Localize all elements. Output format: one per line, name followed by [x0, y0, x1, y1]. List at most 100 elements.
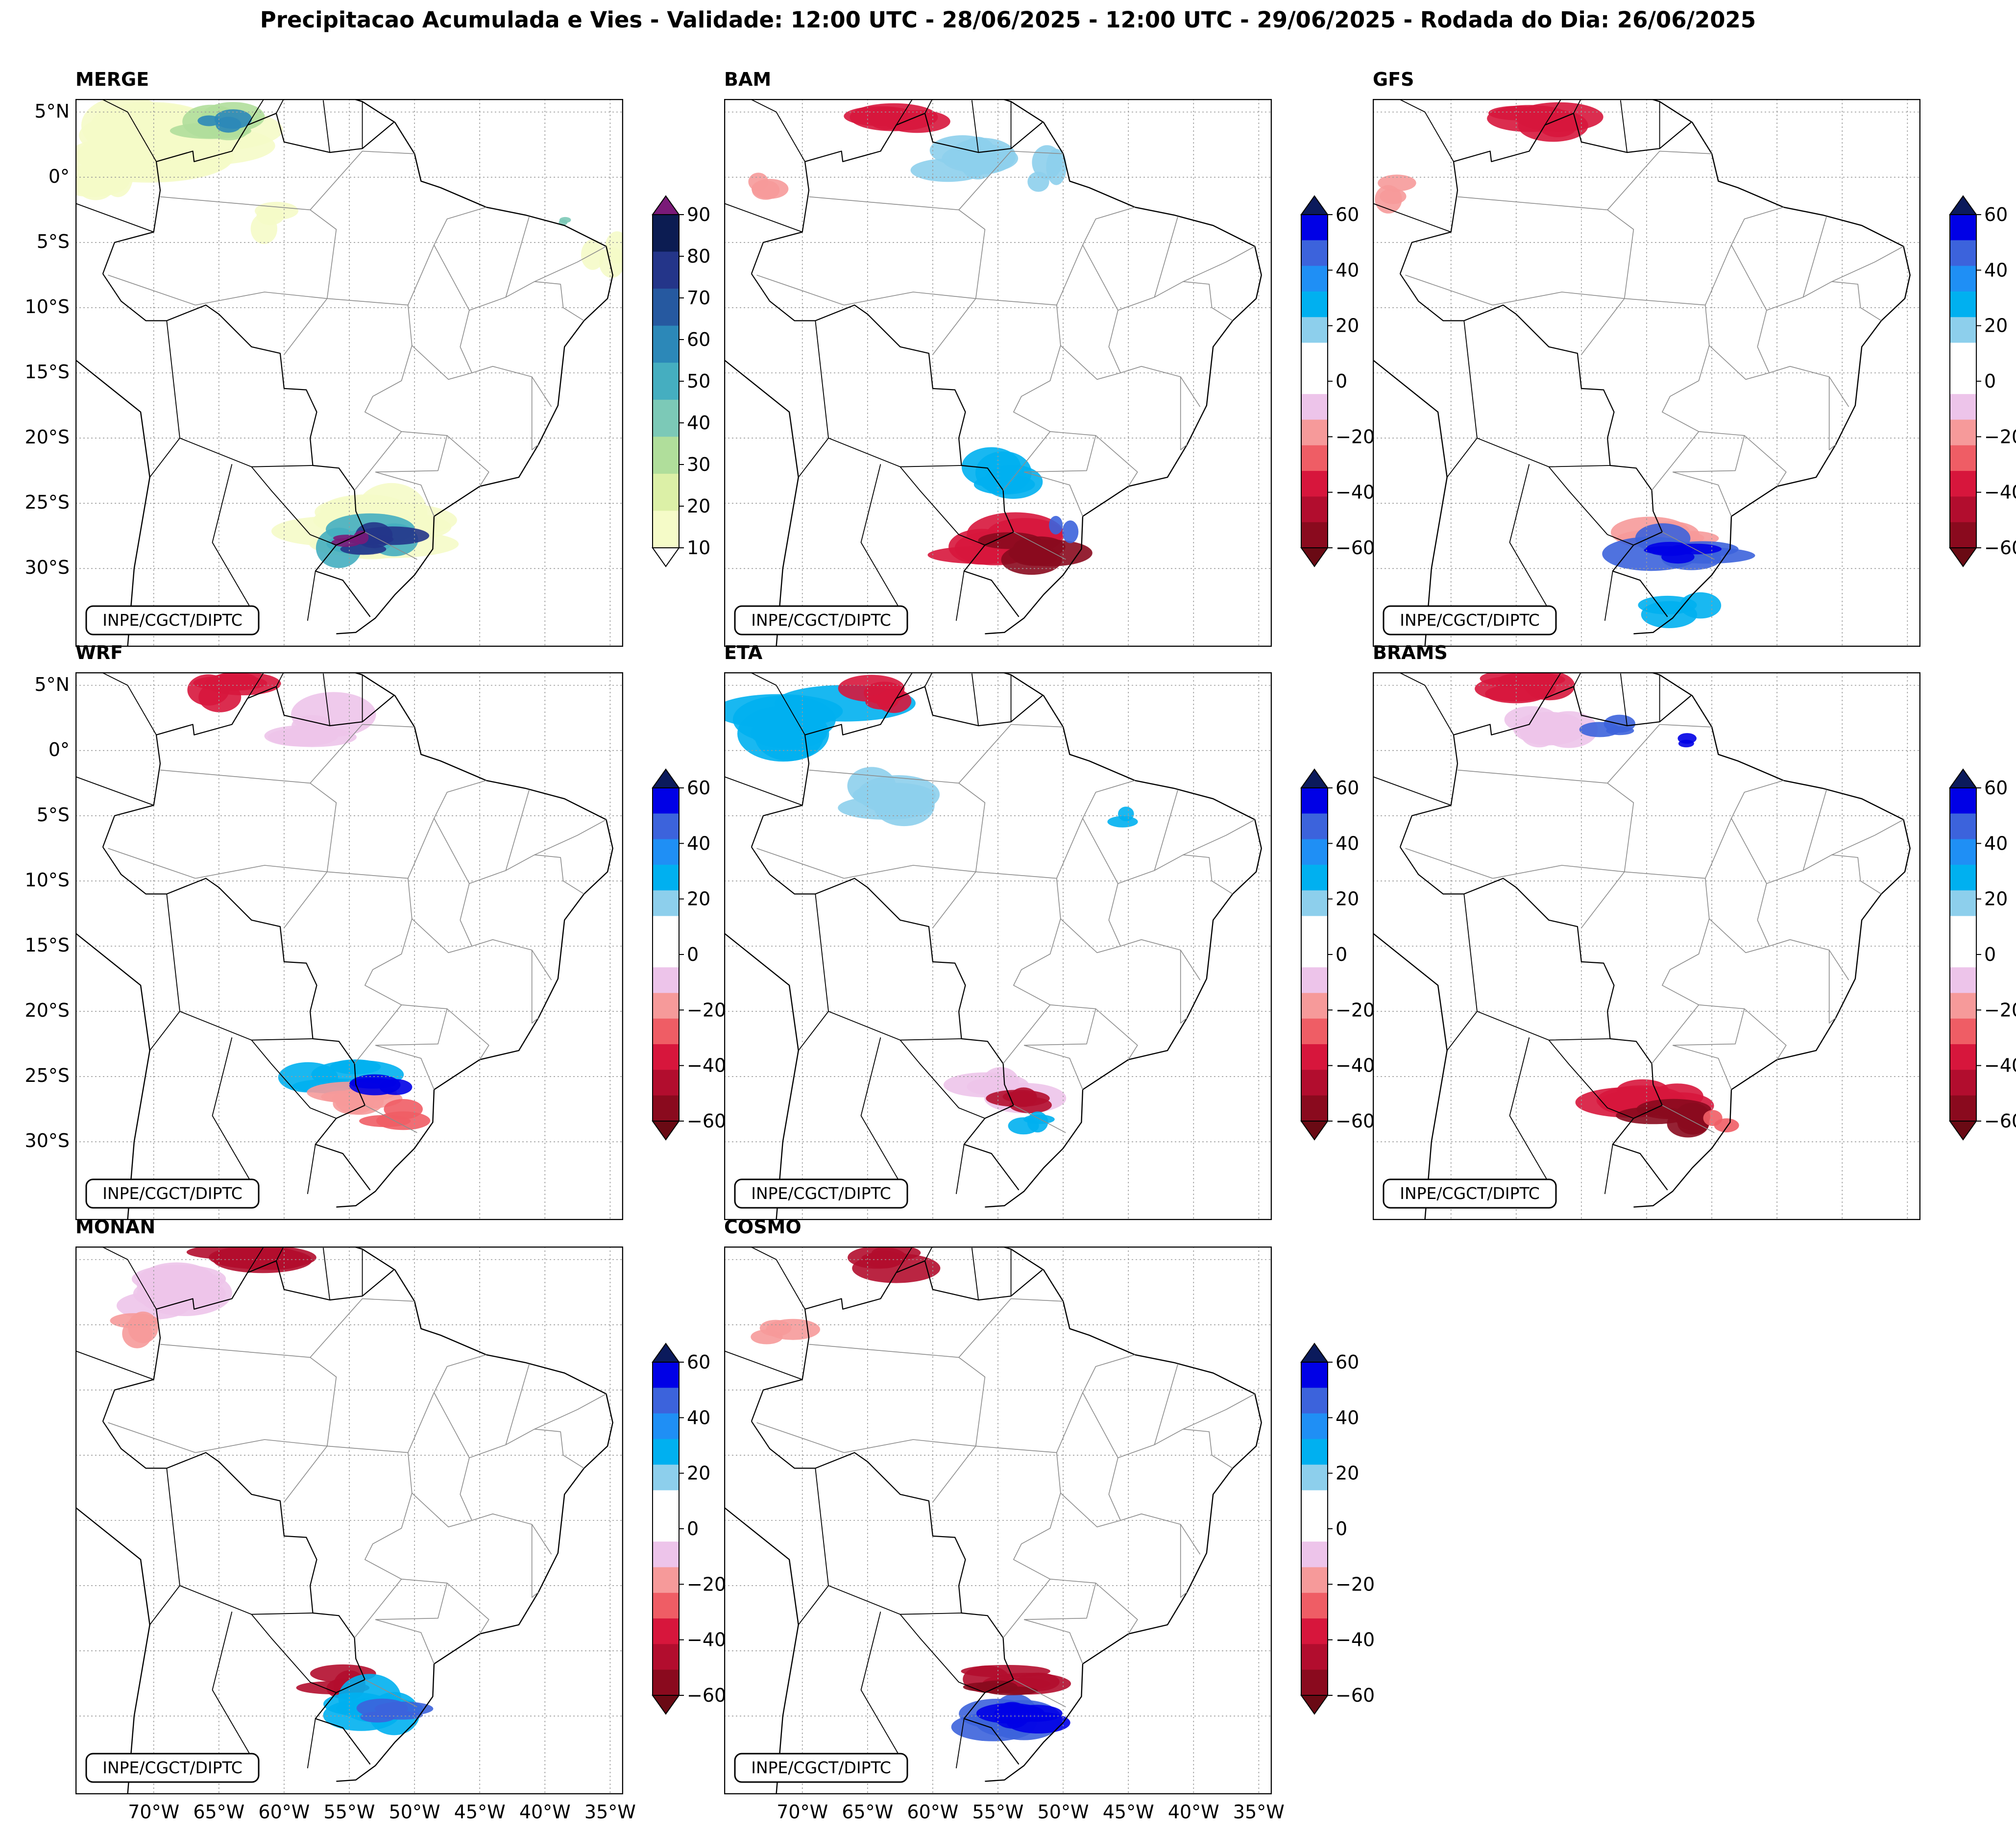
- lon-tick-label: 55°W: [972, 1801, 1024, 1823]
- lon-tick-label: 40°W: [1167, 1801, 1219, 1823]
- lat-tick-label: 10°S: [24, 295, 70, 318]
- boundaries: [75, 672, 613, 1220]
- boundaries: [1373, 99, 1911, 647]
- boundaries: [1373, 672, 1911, 1220]
- colorbar-tick: 0: [1336, 370, 1347, 392]
- colorbar-tick: 40: [1984, 259, 2008, 281]
- lat-tick-label: 0°: [48, 165, 70, 187]
- colorbar-tick: 0: [1984, 370, 1996, 392]
- colorbar-tick: 60: [1984, 777, 2008, 799]
- colorbar-tick: 20: [1336, 315, 1359, 337]
- map-panel-monan: MONAN INPE/CGCT/DIPTC 60 40 20 0 −20 −40 −60 70°W…: [75, 1216, 726, 1823]
- map-canvas: INPE/CGCT/DIPTC: [724, 1247, 1272, 1794]
- credit-text: INPE/CGCT/DIPTC: [1400, 1184, 1540, 1203]
- colorbar-tick: −20: [1984, 999, 2016, 1021]
- colorbar-tick: −40: [1984, 1055, 2016, 1076]
- map-canvas: INPE/CGCT/DIPTC: [75, 99, 623, 647]
- map-panel-wrf: WRF INPE/CGCT/DIPTC 60 40 20 0 −20 −40 −60 5°N 0° 5…: [25, 642, 726, 1220]
- graticule: [724, 99, 1272, 647]
- lat-tick-label: 0°: [48, 738, 70, 760]
- lon-tick-label: 70°W: [777, 1801, 828, 1823]
- credit-text: INPE/CGCT/DIPTC: [751, 611, 891, 630]
- lat-tick-label: 20°S: [24, 426, 70, 448]
- colorbar-tick: 40: [1336, 1407, 1359, 1428]
- boundaries: [724, 1247, 1262, 1794]
- colorbar-tick: 60: [687, 777, 710, 799]
- colorbar-bias: 60 40 20 0 −20 −40 −60: [652, 768, 726, 1141]
- lat-tick-label: 10°S: [24, 869, 70, 891]
- panel-title: GFS: [1373, 69, 1414, 90]
- lat-tick-label: 15°S: [24, 934, 70, 956]
- colorbar-tick: 60: [1336, 1351, 1359, 1373]
- lat-tick-label: 25°S: [24, 1065, 70, 1087]
- colorbar-tick: −60: [1984, 537, 2016, 559]
- credit-badge: INPE/CGCT/DIPTC: [734, 1753, 908, 1783]
- credit-text: INPE/CGCT/DIPTC: [751, 1758, 891, 1777]
- graticule: [1373, 672, 1920, 1220]
- colorbar-tick: 40: [687, 412, 710, 434]
- panel-title: MONAN: [75, 1216, 156, 1238]
- colorbar-tick: −20: [1336, 1573, 1375, 1595]
- colorbar-tick: 20: [1336, 888, 1359, 910]
- credit-text: INPE/CGCT/DIPTC: [1400, 611, 1540, 630]
- panel-title: BAM: [724, 69, 772, 90]
- colorbar-tick: −60: [1336, 537, 1375, 559]
- lon-tick-label: 60°W: [907, 1801, 959, 1823]
- colorbar-tick: 40: [1336, 259, 1359, 281]
- credit-badge: INPE/CGCT/DIPTC: [85, 1178, 260, 1209]
- lon-tick-label: 45°W: [1102, 1801, 1154, 1823]
- colorbar-tick: 20: [1984, 315, 2008, 337]
- lon-tick-label: 65°W: [842, 1801, 894, 1823]
- map-panel-bam: BAM INPE/CGCT/DIPTC 60 40 20 0 −20 −40 −60: [724, 69, 1375, 647]
- precip-field: [187, 672, 431, 1130]
- credit-text: INPE/CGCT/DIPTC: [751, 1184, 891, 1203]
- colorbar-tick: −40: [1336, 1055, 1375, 1076]
- graticule: [75, 672, 623, 1220]
- colorbar-tick: −40: [1336, 1629, 1375, 1651]
- credit-badge: INPE/CGCT/DIPTC: [734, 605, 908, 636]
- boundaries: [75, 99, 613, 647]
- colorbar-tick: −40: [687, 1055, 726, 1076]
- map-canvas: INPE/CGCT/DIPTC: [75, 672, 623, 1220]
- precip-field: [751, 1247, 1071, 1741]
- colorbar-tick: 0: [687, 944, 699, 965]
- colorbar-tick: 0: [1336, 1518, 1347, 1540]
- colorbar-tick: −40: [687, 1629, 726, 1651]
- colorbar-tick: 60: [1336, 777, 1359, 799]
- map-panel-brams: BRAMS INPE/CGCT/DIPTC 60 40 20 0 −20 −40 −60: [1373, 642, 2016, 1220]
- colorbar-tick: 70: [687, 287, 710, 309]
- colorbar-bias: 60 40 20 0 −20 −40 −60: [1300, 195, 1375, 567]
- colorbar-tick: −20: [687, 999, 726, 1021]
- lon-tick-label: 65°W: [193, 1801, 245, 1823]
- colorbar-tick: 40: [1336, 832, 1359, 854]
- colorbar-tick: −60: [1336, 1110, 1375, 1132]
- colorbar-tick: −40: [1336, 482, 1375, 503]
- boundaries: [75, 1247, 613, 1794]
- colorbar-precip: 10 20 30 40 50 60 70 80 90: [652, 195, 710, 567]
- lon-tick-label: 50°W: [389, 1801, 440, 1823]
- map-canvas: INPE/CGCT/DIPTC: [1373, 99, 1920, 647]
- map-panel-merge: MERGE INPE/CGCT/DIPTC 10 20 30 40 50 60 70 80 90 5°…: [25, 69, 710, 647]
- lat-tick-label: 20°S: [24, 1000, 70, 1022]
- colorbar-tick: 50: [687, 370, 710, 392]
- colorbar-tick: 60: [687, 1351, 710, 1373]
- colorbar-tick: 20: [1984, 888, 2008, 910]
- credit-badge: INPE/CGCT/DIPTC: [1383, 605, 1557, 636]
- lon-tick-label: 50°W: [1037, 1801, 1089, 1823]
- colorbar-tick: 20: [687, 495, 710, 517]
- credit-text: INPE/CGCT/DIPTC: [102, 1758, 243, 1777]
- lon-tick-label: 60°W: [258, 1801, 310, 1823]
- precip-field: [724, 675, 1138, 1135]
- lon-tick-label: 70°W: [128, 1801, 180, 1823]
- colorbar-bias: 60 40 20 0 −20 −40 −60: [1300, 1343, 1375, 1715]
- colorbar-tick: 20: [687, 1463, 710, 1484]
- colorbar-tick: 90: [687, 204, 710, 225]
- boundaries: [724, 672, 1262, 1220]
- credit-badge: INPE/CGCT/DIPTC: [1383, 1178, 1557, 1209]
- colorbar-tick: 20: [1336, 1463, 1359, 1484]
- lat-tick-label: 5°S: [36, 230, 70, 252]
- precip-field: [110, 1247, 434, 1736]
- map-panel-eta: ETA INPE/CGCT/DIPTC 60 40 20 0 −20 −40 −60: [724, 642, 1375, 1220]
- map-canvas: INPE/CGCT/DIPTC: [724, 672, 1272, 1220]
- credit-text: INPE/CGCT/DIPTC: [102, 1184, 243, 1203]
